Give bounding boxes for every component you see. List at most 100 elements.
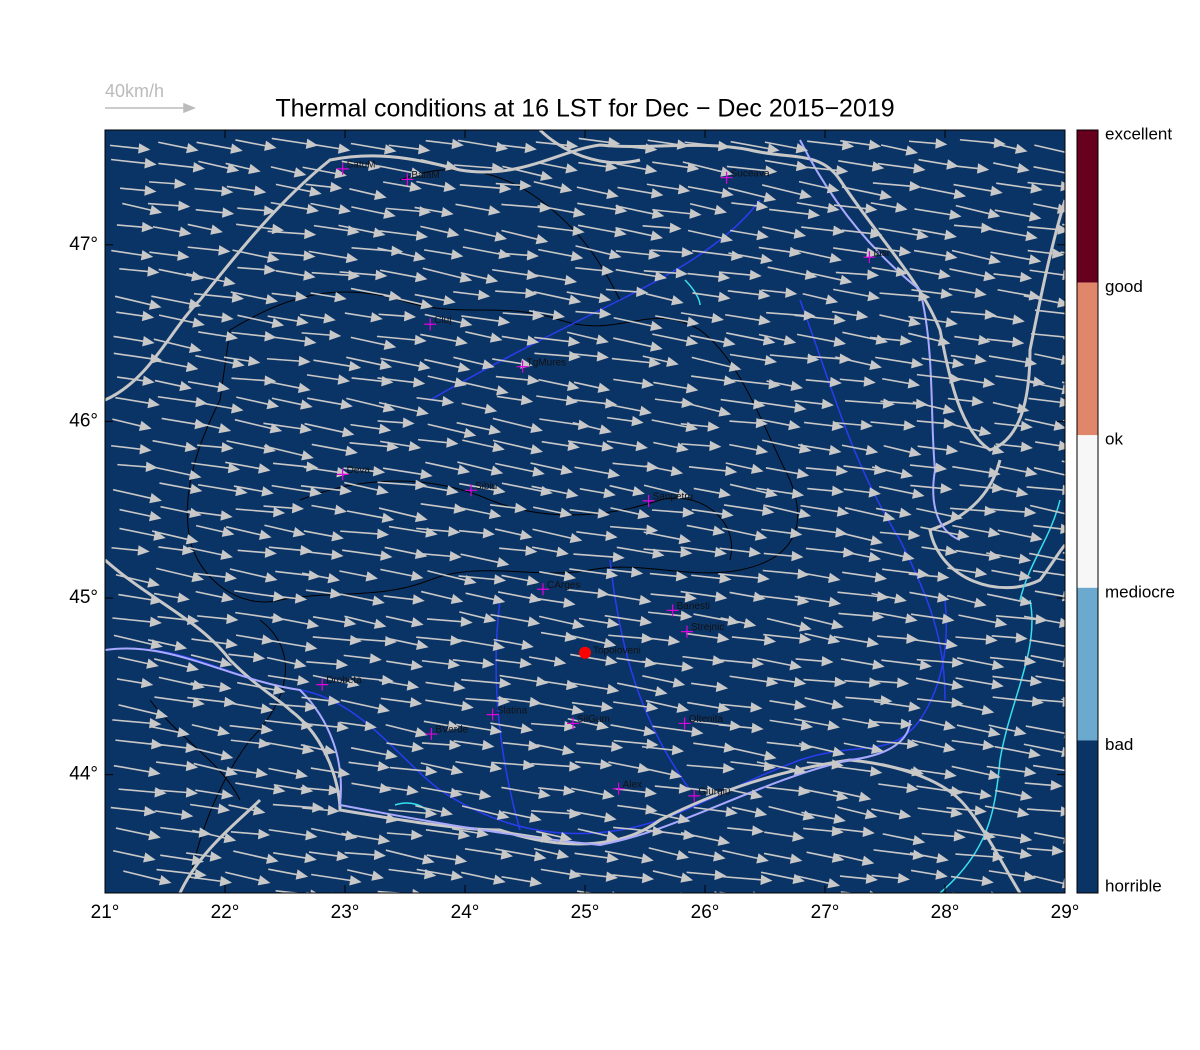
wind-arrow <box>1029 269 1065 281</box>
wind-arrow <box>950 875 994 887</box>
wind-arrow <box>493 638 534 650</box>
wind-arrow <box>872 718 913 730</box>
wind-arrow <box>843 742 884 754</box>
wind-arrow <box>1025 725 1065 739</box>
wind-arrow <box>191 638 238 649</box>
wind-arrow <box>615 268 667 282</box>
wind-arrow <box>119 527 166 541</box>
wind-arrow <box>726 165 778 176</box>
wind-arrow <box>952 524 1001 538</box>
colorbar-frame <box>1076 129 1099 894</box>
wind-arrow <box>456 723 503 736</box>
wind-arrow <box>452 658 495 669</box>
wind-scale-arrow <box>105 102 197 114</box>
wind-arrow <box>499 545 538 556</box>
wind-arrow <box>991 569 1032 581</box>
wind-arrow <box>302 805 340 816</box>
wind-arrow <box>195 524 235 537</box>
wind-arrow <box>606 415 644 427</box>
wind-arrow <box>420 225 460 238</box>
wind-arrow <box>838 160 885 172</box>
wind-arrow <box>687 229 733 244</box>
wind-arrow <box>835 853 875 866</box>
wind-arrow <box>570 634 617 649</box>
wind-arrow <box>756 657 802 671</box>
city-label: Banesti <box>677 601 710 612</box>
city-label: Drobeta <box>326 675 362 686</box>
wind-arrow <box>112 488 162 504</box>
wind-arrow <box>692 291 731 302</box>
colorbar: excellent good ok mediocre bad horrible <box>1076 124 1175 895</box>
wind-arrow <box>461 871 506 885</box>
wind-arrow <box>157 395 208 408</box>
wind-arrow <box>426 854 468 865</box>
wind-arrow <box>718 269 762 281</box>
wind-arrow <box>237 547 277 558</box>
wind-arrow <box>761 184 812 200</box>
wind-arrow <box>566 809 617 823</box>
wind-arrow <box>908 315 958 328</box>
wind-arrow <box>187 875 232 887</box>
wind-arrow <box>839 532 883 546</box>
wind-arrow <box>609 896 651 906</box>
wind-arrow <box>946 594 987 608</box>
wind-arrow <box>310 291 347 303</box>
wind-arrow <box>833 203 878 214</box>
wind-arrow <box>687 271 731 283</box>
wind-arrow <box>420 158 458 171</box>
wind-arrow <box>109 143 151 154</box>
wind-arrow <box>575 245 622 260</box>
wind-arrow <box>948 422 992 437</box>
wind-arrow <box>1033 166 1065 174</box>
wind-arrow <box>988 506 1037 518</box>
wind-arrow <box>420 786 463 798</box>
wind-arrow <box>344 481 389 496</box>
wind-arrow <box>490 722 534 734</box>
wind-arrow <box>917 444 959 456</box>
wind-arrow <box>423 720 460 731</box>
wind-arrow <box>647 139 690 150</box>
wind-arrow <box>313 224 360 236</box>
wind-arrow <box>313 359 362 372</box>
wind-arrow <box>461 805 510 820</box>
wind-arrow <box>421 739 462 751</box>
wind-arrow <box>424 313 473 328</box>
wind-arrow <box>113 335 155 347</box>
wind-arrow <box>377 247 426 262</box>
wind-arrow <box>1024 418 1065 431</box>
wind-arrow <box>722 849 769 864</box>
wind-arrow <box>300 549 344 560</box>
wind-arrow <box>385 723 428 738</box>
wind-arrow <box>343 466 386 477</box>
wind-arrow <box>605 286 649 298</box>
wind-arrow <box>575 265 614 276</box>
wind-arrow <box>918 158 959 170</box>
wind-arrow <box>947 567 988 578</box>
wind-arrow <box>719 546 762 558</box>
wind-arrow <box>489 502 527 514</box>
wind-arrow <box>461 315 511 327</box>
wind-arrow <box>427 423 477 439</box>
wind-arrow <box>769 208 821 220</box>
wind-arrow <box>538 785 576 796</box>
wind-arrow <box>387 637 429 650</box>
wind-arrow <box>235 139 277 151</box>
wind-arrow <box>950 309 997 320</box>
wind-arrow <box>693 806 738 817</box>
wind-arrow <box>116 677 154 689</box>
wind-arrow <box>501 786 551 800</box>
wind-arrow <box>311 504 347 515</box>
wind-arrow <box>882 568 930 579</box>
wind-arrow <box>191 723 230 737</box>
wind-arrow <box>300 785 341 796</box>
wind-arrow <box>490 613 541 627</box>
wind-arrow <box>306 659 349 670</box>
wind-arrow <box>577 202 628 215</box>
wind-arrow <box>691 573 732 584</box>
wind-arrow <box>271 291 308 302</box>
wind-arrow <box>1029 552 1065 562</box>
wind-arrow <box>268 545 313 556</box>
wind-arrow <box>386 829 424 841</box>
wind-arrow <box>350 747 398 760</box>
